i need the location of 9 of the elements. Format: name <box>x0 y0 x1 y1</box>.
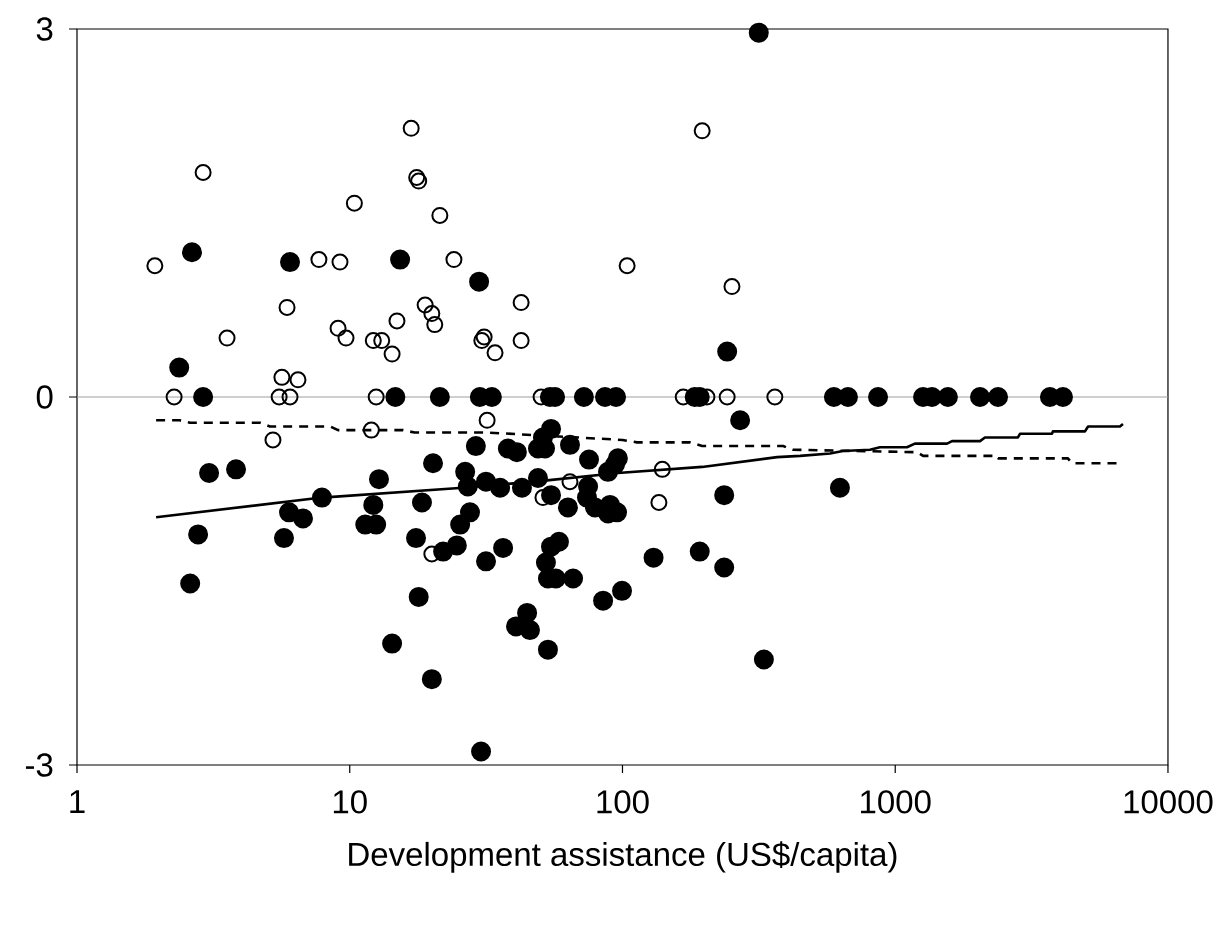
x-axis-title: Development assistance (US$/capita) <box>349 841 897 873</box>
y-tick-label: 0 <box>36 385 53 409</box>
x-tick-label: 10000 <box>1124 790 1213 814</box>
x-tick-label: 10 <box>333 790 367 814</box>
x-tick-label: 100 <box>597 790 649 814</box>
y-tick-label: -3 <box>25 753 53 777</box>
x-tick-label: 1000 <box>861 790 931 814</box>
y-tick-label: 3 <box>36 17 53 41</box>
x-tick-label: 1 <box>70 790 85 813</box>
